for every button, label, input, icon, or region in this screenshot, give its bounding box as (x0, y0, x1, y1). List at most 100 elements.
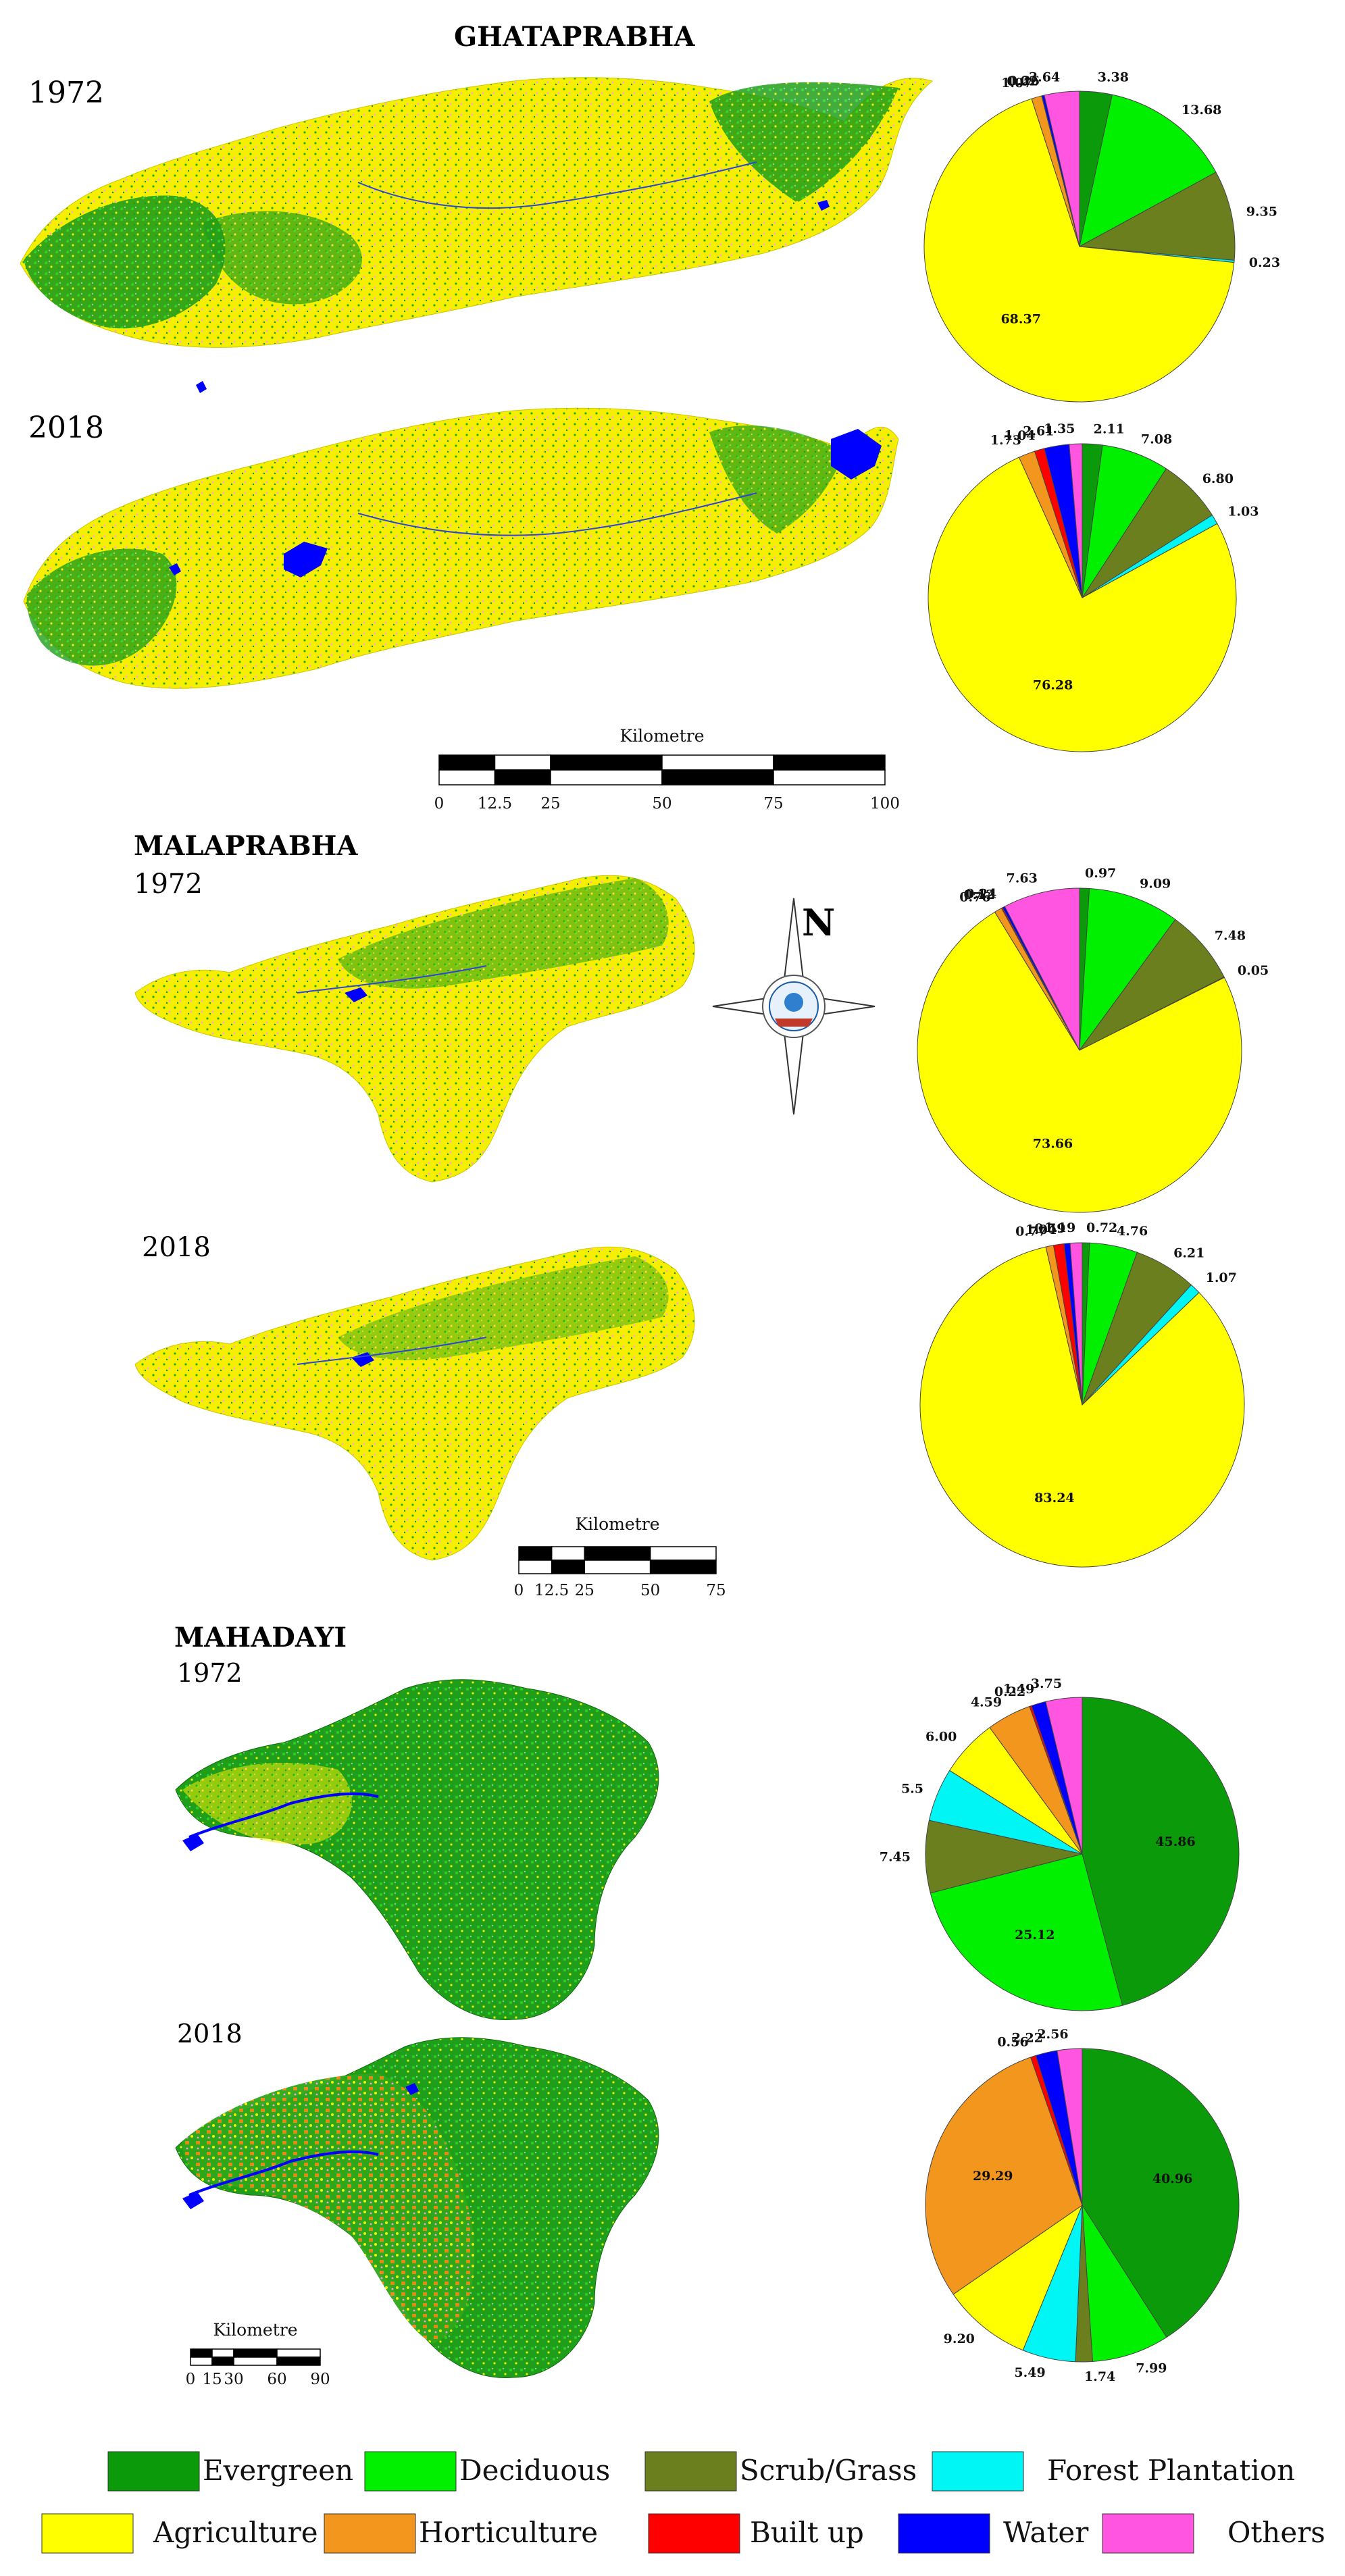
scale-bars: Kilometre 0 12.5 25 50 75 100 Kilometre 0 12.5 25 5… (186, 726, 900, 2388)
legend-item-scrub: Scrub/Grass (644, 2451, 917, 2492)
map-ghataprabha-2018 (23, 407, 899, 689)
pie-malaprabha-2018: 0.724.76 6.211.07 83.24 0.771.040.591.19 (919, 1220, 1245, 1568)
pie-label-horticulture: 4.59 (971, 1695, 1002, 1710)
pie-slice-others (1069, 1242, 1083, 1406)
map-ghataprabha-1972 (20, 77, 934, 393)
pie-malaprabha-1972: 0.97 9.09 7.48 0.05 73.66 0.760.120.24 7.63 (917, 866, 1269, 1213)
pie-slice-others (1044, 91, 1080, 247)
pie-label-scrub: 7.45 (880, 1850, 911, 1865)
pie-label-others: 3.75 (1031, 1676, 1062, 1691)
scale-tick-label: 50 (652, 795, 671, 813)
pie-label-scrub: 6.21 (1173, 1246, 1204, 1261)
scale-tick-label: 25 (540, 795, 560, 813)
pie-label-plantation: 0.23 (1249, 255, 1280, 270)
legend-item-deciduous: Deciduous (364, 2451, 610, 2492)
pie-label-plantation: 5.5 (901, 1782, 923, 1797)
pie-slice-deciduous (1079, 887, 1176, 1052)
pie-label-evergreen: 3.38 (1098, 70, 1129, 84)
pie-slice-deciduous (1079, 94, 1217, 247)
year-label-malaprabha-2018: 2018 (142, 1232, 211, 1263)
basin-title-malaprabha: MALAPRABHA (134, 830, 358, 862)
pie-label-deciduous: 9.09 (1140, 877, 1171, 892)
pie-slice-others (1045, 1697, 1083, 1855)
scale-segment-bottom (551, 1560, 586, 1574)
pie-label-deciduous: 13.68 (1182, 103, 1222, 118)
pie-label-plantation: 1.03 (1227, 505, 1259, 519)
pie-label-builtup: 0.22 (994, 1684, 1025, 1699)
legend-swatch (1102, 2513, 1194, 2554)
pie-label-deciduous: 7.08 (1141, 432, 1172, 447)
scale-tick-label: 100 (870, 795, 900, 813)
map-malaprabha-1972 (134, 875, 695, 1183)
pie-label-others: 7.63 (1007, 871, 1038, 886)
pie-label-evergreen: 2.11 (1094, 422, 1125, 437)
legend-label: Deciduous (459, 2454, 610, 2487)
legend-item-horticulture: Horticulture (324, 2513, 598, 2554)
pie-slice-others (1057, 2048, 1083, 2206)
scale-bar-label: Kilometre (575, 1514, 659, 1534)
scale-tick-label: 90 (310, 2371, 330, 2388)
pie-label-water: 2.22 (1012, 2031, 1043, 2046)
pie-label-horticulture: 0.76 (959, 890, 990, 904)
scale-segment-bottom (584, 1560, 651, 1574)
pie-label-water: 1.49 (1003, 1682, 1034, 1697)
legend-swatch (898, 2513, 990, 2554)
pie-label-water: 0.24 (965, 887, 996, 902)
scale-segment-top (518, 1546, 553, 1561)
pie-label-scrub: 1.74 (1084, 2369, 1115, 2384)
pie-slice-others (1069, 443, 1083, 598)
scale-tick-label: 15 (202, 2371, 222, 2388)
legend-label: Evergreen (203, 2454, 353, 2487)
legend-label: Built up (750, 2516, 864, 2549)
pie-label-horticulture: 1.07 (1001, 76, 1032, 91)
basin-title-mahadayi: MAHADAYI (174, 1622, 347, 1653)
pie-label-agriculture: 9.20 (944, 2332, 975, 2346)
pie-label-builtup: 1.04 (1004, 428, 1035, 443)
scale-segment-top (211, 2348, 234, 2358)
pie-slice-horticulture (925, 2057, 1083, 2295)
legend-label: Water (1003, 2516, 1089, 2549)
legend-swatch (107, 2451, 200, 2492)
pie-label-water: 0.59 (1034, 1221, 1065, 1236)
legend-item-agriculture: Agriculture (41, 2513, 318, 2554)
pie-label-deciduous: 7.99 (1136, 2361, 1167, 2375)
pie-slice-agriculture (919, 1246, 1245, 1568)
pie-slice-evergreen (1082, 2048, 1240, 2338)
pie-label-evergreen: 45.86 (1155, 1834, 1196, 1849)
pie-label-scrub: 6.80 (1202, 471, 1234, 486)
pie-label-evergreen: 0.72 (1086, 1220, 1117, 1235)
scale-segment-bottom (773, 769, 886, 785)
pie-label-deciduous: 25.12 (1015, 1928, 1055, 1942)
pie-label-scrub: 7.48 (1215, 929, 1246, 944)
north-arrow: N (712, 898, 875, 1115)
legend-item-plantation: Forest Plantation (932, 2451, 1295, 2492)
pie-label-agriculture: 68.37 (1000, 311, 1041, 326)
scale-segment-top (649, 1546, 717, 1561)
scale-segment-bottom (190, 2356, 213, 2366)
pie-slice-others (1004, 887, 1080, 1051)
pie-label-builtup: 1.04 (1025, 1222, 1057, 1237)
legend: Evergreen Deciduous Scrub/Grass Forest Plan… (41, 2451, 1325, 2554)
pie-label-builtup: 0.56 (997, 2035, 1028, 2050)
legend-swatch (644, 2451, 737, 2492)
scale-segment-bottom (494, 769, 551, 785)
scale-segment-bottom (438, 769, 496, 785)
pie-label-agriculture: 6.00 (925, 1730, 957, 1745)
pie-label-agriculture: 76.28 (1033, 678, 1073, 693)
legend-swatch (324, 2513, 416, 2554)
scale-segment-top (550, 754, 663, 771)
pie-label-deciduous: 4.76 (1117, 1224, 1148, 1239)
pie-label-agriculture: 73.66 (1033, 1137, 1073, 1152)
map-mahadayi-2018 (175, 2037, 659, 2378)
scale-segment-bottom (661, 769, 774, 785)
scale-bar-label: Kilometre (213, 2320, 297, 2340)
pie-label-builtup: 0.12 (964, 887, 995, 902)
scale-tick-label: 50 (640, 1582, 660, 1599)
scale-tick-label: 30 (224, 2371, 243, 2388)
scale-segment-bottom (211, 2356, 234, 2366)
pie-label-others: 1.35 (1044, 421, 1075, 436)
pie-label-agriculture: 83.24 (1034, 1491, 1075, 1505)
legend-label: Forest Plantation (1047, 2454, 1295, 2487)
scale-segment-top (438, 754, 496, 771)
pie-slice-scrub (1078, 172, 1236, 261)
